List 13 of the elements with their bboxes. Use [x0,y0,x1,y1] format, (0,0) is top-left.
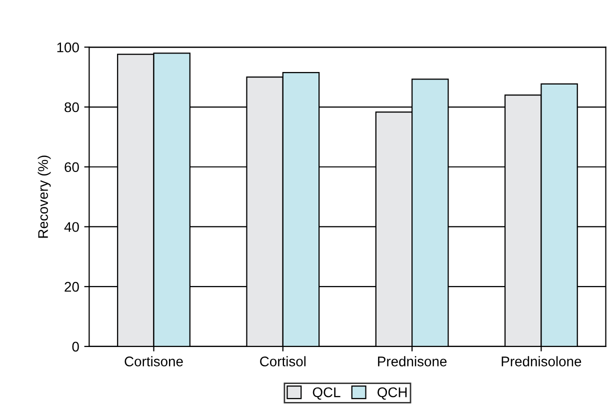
x-tick-label: Cortisone [124,356,183,366]
legend-label: QCL [312,387,340,400]
x-tick-label: Prednisolone [502,356,582,366]
x-tick-label: Cortisol [260,356,306,366]
y-axis-title: Recovery (%) [38,156,51,238]
y-tick-label: 20 [64,282,79,292]
x-tick-label: Prednisone [378,356,447,366]
legend-label: QCH [378,387,407,400]
y-tick-label: 40 [64,222,79,232]
y-tick-label: 0 [72,342,79,352]
y-tick-label: 60 [64,162,79,172]
y-tick-label: 100 [57,42,79,52]
y-tick-label: 80 [64,102,79,112]
